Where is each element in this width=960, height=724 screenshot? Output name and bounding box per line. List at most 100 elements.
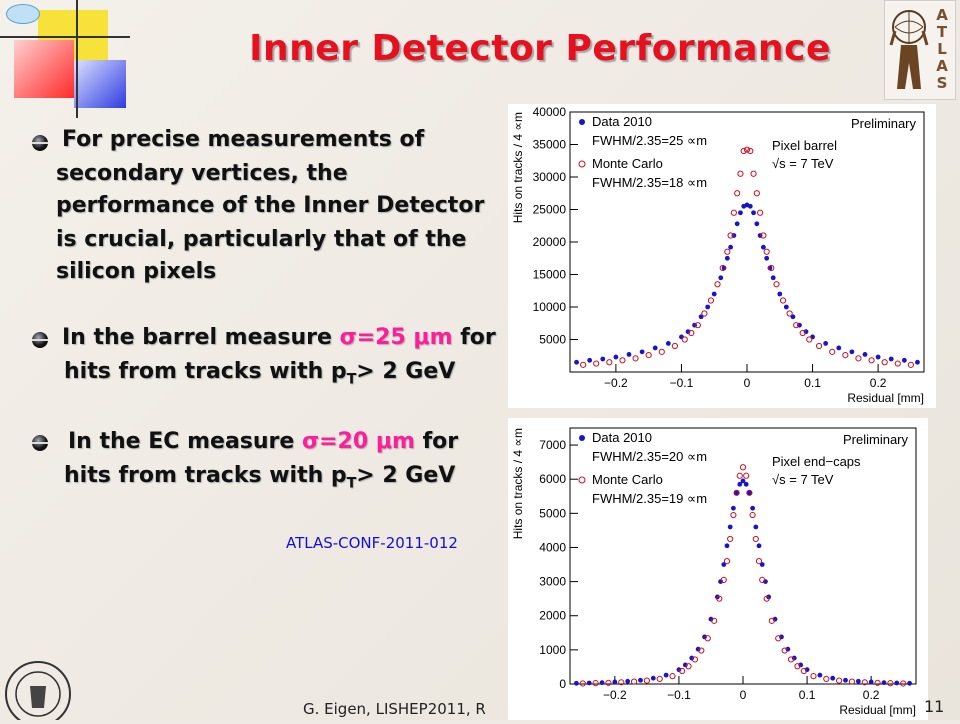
data-point: [708, 616, 714, 622]
mc-point: [768, 617, 775, 624]
data-point: [718, 275, 724, 281]
mc-point: [739, 464, 747, 471]
x-tick-label: −0.2: [604, 376, 628, 390]
mc-point: [727, 232, 734, 239]
y-tick-label: 40000: [533, 105, 567, 119]
y-tick-label: 20000: [533, 235, 567, 249]
mc-point: [781, 647, 788, 654]
mc-point: [730, 209, 737, 216]
mc-point: [823, 675, 830, 682]
mc-point: [579, 680, 586, 687]
data-point: [705, 304, 711, 310]
data-point: [764, 255, 770, 261]
mc-point: [894, 360, 901, 367]
page-number: 11: [924, 697, 945, 716]
data-point: [743, 481, 749, 487]
x-tick-label: 0: [744, 376, 751, 390]
legend-label: Monte Carlo: [592, 156, 663, 171]
mc-point: [836, 677, 843, 684]
nav-arrow-icon[interactable]: [6, 4, 40, 24]
red-square: [14, 40, 74, 98]
legend-label: Data 2010: [592, 430, 652, 445]
mc-point: [685, 663, 692, 670]
mc-point: [881, 359, 888, 366]
horizontal-line: [0, 36, 130, 38]
mc-point: [719, 264, 726, 272]
bullet-1-line-4: is crucial, particularly that of the: [56, 227, 467, 252]
data-point: [613, 354, 619, 360]
mc-point: [716, 595, 723, 602]
data-point: [695, 646, 701, 652]
data-point: [791, 655, 797, 661]
mc-point: [734, 190, 741, 197]
data-point: [734, 221, 740, 227]
data-point: [724, 543, 730, 549]
reference-link[interactable]: ATLAS-CONF-2011-012: [286, 534, 458, 552]
bullet-3-pt-sub: T: [346, 475, 357, 492]
annotation-text: Pixel end−caps: [772, 454, 861, 469]
data-point: [599, 680, 605, 686]
mc-point: [874, 679, 881, 686]
bullet-2-line-2: hits from tracks with pT> 2 GeV: [64, 356, 455, 395]
mc-point: [671, 342, 678, 350]
x-tick-label: 0: [740, 688, 747, 702]
mc-point: [746, 489, 753, 496]
atlas-logo-letters: ATLAS: [936, 6, 948, 92]
data-point: [738, 210, 743, 216]
mc-point: [736, 472, 743, 479]
data-point: [843, 677, 848, 683]
pixel-endcap-residual-plot: 0 1000 2000 3000 4000 5000 6000 7000 −0.2 −0.1 0 0.…: [508, 418, 928, 720]
mc-point: [793, 322, 800, 329]
mc-point: [861, 679, 868, 686]
y-tick-label: 4000: [539, 540, 566, 554]
mc-point: [698, 647, 705, 654]
x-tick-label: 0.1: [799, 688, 816, 702]
pixel-barrel-residual-plot: 5000 10000 15000 20000 25000 30000 35000 40000 −…: [508, 104, 936, 408]
annotation-text: Pixel barrel: [772, 138, 837, 153]
atlas-logo: ATLAS: [884, 0, 956, 100]
mc-point: [704, 635, 711, 642]
x-tick-label: −0.2: [603, 688, 627, 702]
data-point: [727, 524, 733, 530]
barrel-sigma-highlight: σ=25 μm: [339, 325, 453, 350]
bullet-3-pt-post: > 2 GeV: [356, 463, 456, 488]
mc-point: [632, 355, 639, 362]
mc-point: [868, 357, 875, 364]
y-tick-label: 5000: [539, 333, 566, 347]
plot-background: [508, 104, 936, 408]
ec-sigma-highlight: σ=20 μm: [301, 429, 415, 454]
vertical-line: [76, 0, 78, 118]
mc-point: [786, 310, 793, 317]
data-point: [689, 655, 695, 661]
y-tick-label: 0: [559, 677, 566, 691]
bullet-3-line-2: hits from tracks with pT> 2 GeV: [64, 460, 455, 499]
mc-point: [752, 535, 759, 543]
mc-point: [592, 680, 599, 687]
mc-point: [679, 667, 686, 675]
legend-sub-label: FWHM/2.35=19 ∝m: [592, 491, 707, 506]
x-tick-label: −0.1: [667, 688, 691, 702]
legend-sub-label: FWHM/2.35=20 ∝m: [592, 449, 707, 464]
y-tick-label: 25000: [533, 203, 567, 217]
data-point: [777, 291, 783, 297]
legend-label: Data 2010: [592, 114, 652, 129]
legend-marker: [578, 160, 586, 168]
y-tick-label: 10000: [533, 300, 567, 314]
mc-point: [775, 635, 782, 642]
bullet-3-text-pre: In the EC measure: [68, 429, 302, 454]
mc-point: [763, 595, 770, 602]
bullet-1-line-5: silicon pixels: [56, 259, 217, 284]
y-tick-label: 30000: [533, 170, 567, 184]
data-point: [728, 244, 734, 250]
bullet-3-line-1: In the EC measure σ=20 μm for: [68, 426, 458, 457]
series-mc: [580, 146, 914, 368]
data-point: [574, 359, 579, 365]
data-point: [785, 646, 791, 652]
data-point: [650, 675, 656, 681]
y-tick-label: 1000: [539, 643, 566, 657]
data-point: [763, 579, 768, 584]
data-point: [639, 349, 645, 355]
footer-text: G. Eigen, LISHEP2011, R: [303, 700, 486, 718]
y-tick-label: 5000: [539, 506, 566, 520]
bullet-1-line-1: For precise measurements of: [62, 127, 425, 152]
